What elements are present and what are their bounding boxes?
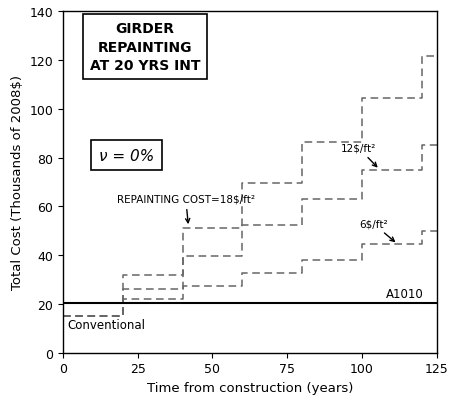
Text: REPAINTING COST=18$/ft²: REPAINTING COST=18$/ft² (117, 194, 255, 223)
Text: ν = 0%: ν = 0% (99, 148, 154, 163)
X-axis label: Time from construction (years): Time from construction (years) (147, 381, 353, 394)
Text: 6$/ft²: 6$/ft² (359, 219, 394, 242)
Text: Conventional: Conventional (68, 318, 145, 331)
Text: A1010: A1010 (386, 288, 423, 300)
Text: 12$/ft²: 12$/ft² (341, 144, 377, 167)
Text: GIRDER
REPAINTING
AT 20 YRS INT: GIRDER REPAINTING AT 20 YRS INT (90, 22, 200, 73)
Y-axis label: Total Cost (Thousands of 2008$): Total Cost (Thousands of 2008$) (11, 75, 24, 290)
